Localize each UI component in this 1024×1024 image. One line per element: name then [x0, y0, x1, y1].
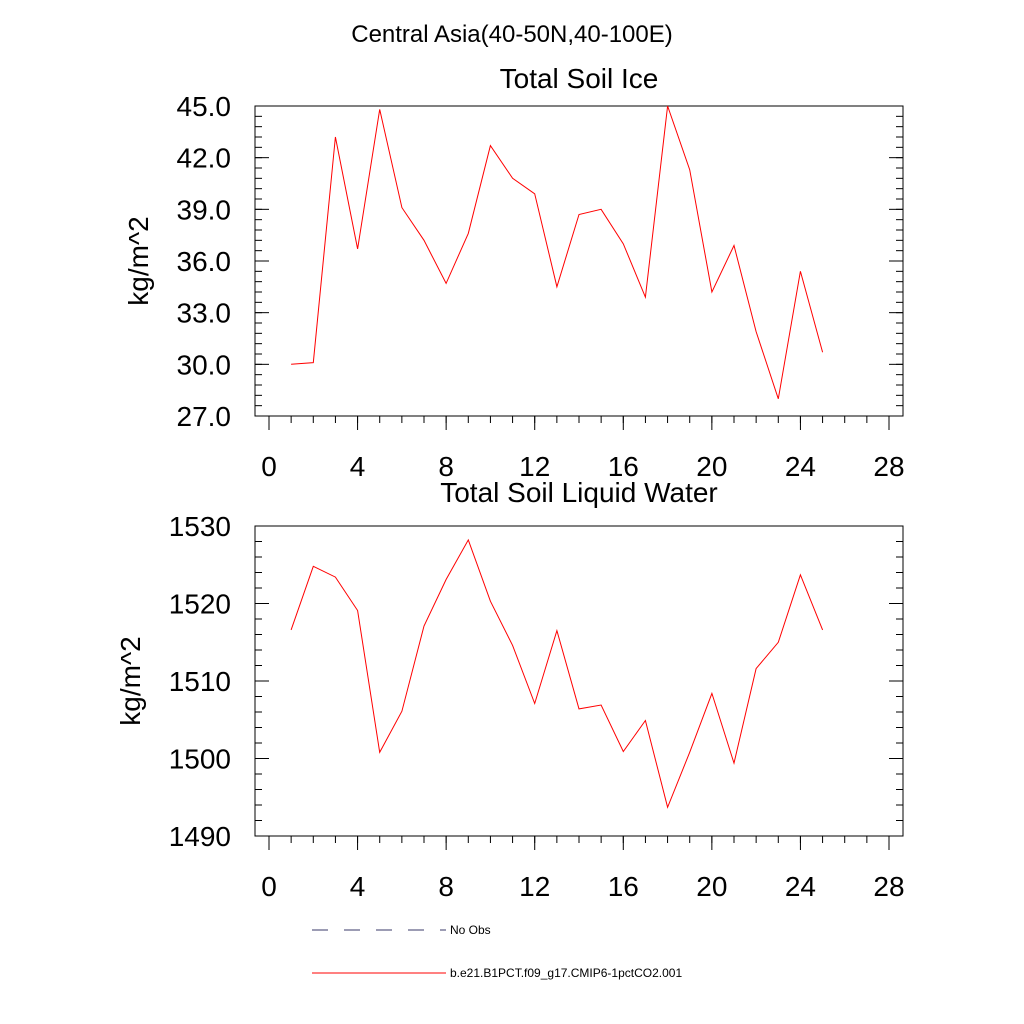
x-tick-label: 8 — [438, 871, 454, 902]
y-tick-label: 30.0 — [177, 349, 232, 380]
series-line — [290, 538, 824, 809]
y-tick-label: 1520 — [169, 589, 231, 620]
x-tick-label: 4 — [350, 871, 366, 902]
chart-total-soil-ice: Total Soil Ice kg/m^2 27.0 30.0 33.0 36.0 39.0… — [123, 63, 905, 482]
legend: No Obs b.e21.B1PCT.f09_g17.CMIP6-1pctCO2.… — [312, 923, 682, 980]
y-axis-label: kg/m^2 — [115, 636, 146, 725]
y-axis-label: kg/m^2 — [123, 216, 154, 305]
legend-label: b.e21.B1PCT.f09_g17.CMIP6-1pctCO2.001 — [450, 966, 682, 980]
y-tick-label: 33.0 — [177, 298, 232, 329]
y-tick-label: 45.0 — [177, 91, 232, 122]
y-tick-label: 42.0 — [177, 143, 232, 174]
y-tick-label: 1500 — [169, 744, 231, 775]
plot-frame — [254, 525, 904, 837]
y-tick-label: 1510 — [169, 666, 231, 697]
y-tick-label: 1490 — [169, 821, 231, 852]
x-tick-label: 16 — [608, 451, 639, 482]
x-tick-label: 12 — [519, 871, 550, 902]
chart-total-soil-liquid-water: Total Soil Liquid Water kg/m^2 1490 1500 151… — [115, 477, 905, 902]
x-tick-label: 0 — [261, 871, 277, 902]
legend-label: No Obs — [450, 923, 491, 937]
x-tick-label: 16 — [608, 871, 639, 902]
series-line — [291, 105, 824, 399]
x-tick-label: 28 — [873, 871, 904, 902]
y-tick-label: 36.0 — [177, 246, 232, 277]
chart-title: Total Soil Liquid Water — [440, 477, 718, 508]
x-tick-label: 4 — [350, 451, 366, 482]
page-title: Central Asia(40-50N,40-100E) — [351, 21, 673, 48]
x-tick-label: 28 — [873, 451, 904, 482]
x-tick-label: 8 — [438, 451, 454, 482]
x-tick-label: 12 — [519, 451, 550, 482]
x-tick-label: 20 — [696, 451, 727, 482]
plot-frame — [254, 105, 904, 417]
x-tick-label: 0 — [261, 451, 277, 482]
y-tick-label: 27.0 — [177, 401, 232, 432]
chart-title: Total Soil Ice — [500, 63, 659, 94]
y-tick-label: 39.0 — [177, 194, 232, 225]
x-tick-label: 24 — [785, 871, 816, 902]
y-tick-label: 1530 — [169, 511, 231, 542]
x-tick-label: 20 — [696, 871, 727, 902]
x-tick-label: 24 — [785, 451, 816, 482]
